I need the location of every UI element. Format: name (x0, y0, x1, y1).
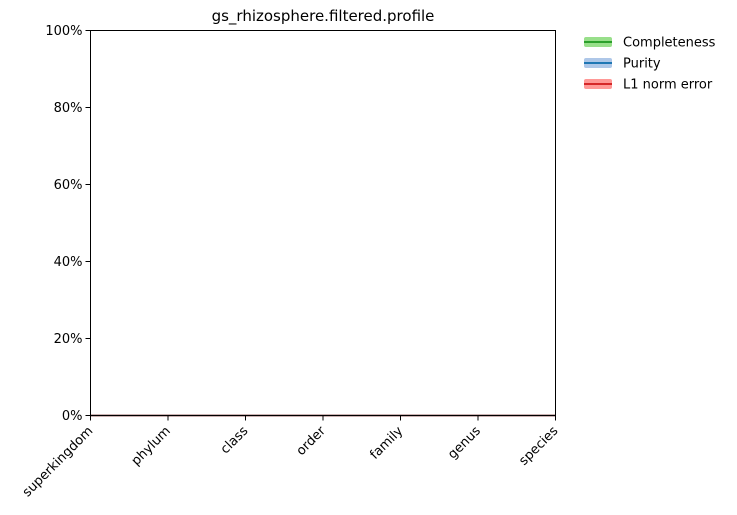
x-tick-label: species (516, 424, 561, 469)
y-tick-label: 100% (45, 24, 82, 39)
x-axis: superkingdom phylum class order family genus s… (20, 415, 561, 500)
x-tick-label: phylum (129, 424, 174, 469)
x-tick-label: superkingdom (20, 424, 96, 500)
x-tick-label: family (367, 424, 406, 463)
x-tick-label: class (218, 424, 252, 458)
y-tick-label: 20% (54, 332, 83, 347)
chart-title: gs_rhizosphere.filtered.profile (212, 7, 435, 26)
legend-label: L1 norm error (623, 78, 713, 93)
x-tick-label: genus (445, 424, 484, 463)
legend: Completeness Purity L1 norm error (584, 36, 716, 93)
x-tick-label: order (294, 423, 330, 459)
y-axis: 0% 20% 40% 60% 80% 100% (45, 24, 91, 424)
y-tick-label: 0% (62, 409, 83, 424)
legend-label: Completeness (623, 36, 716, 51)
y-tick-label: 40% (54, 255, 83, 270)
legend-label: Purity (623, 57, 661, 72)
y-tick-label: 80% (54, 101, 83, 116)
y-tick-label: 60% (54, 178, 83, 193)
plot-area-frame (90, 30, 556, 416)
